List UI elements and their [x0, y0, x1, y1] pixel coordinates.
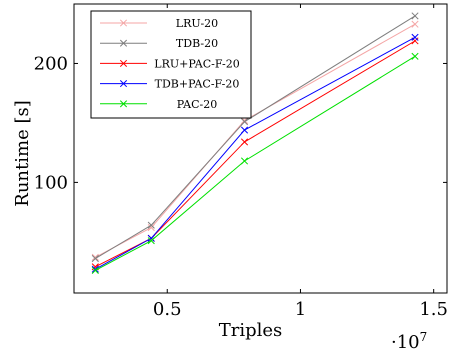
data-point: [240, 138, 249, 146]
data-point: [147, 237, 155, 245]
series-pac-20: [91, 52, 419, 274]
data-point: [147, 234, 155, 242]
data-point: [147, 221, 155, 229]
plot-frame: [73, 3, 448, 294]
legend-label: LRU-20: [176, 17, 218, 30]
y-tick-label: 100: [34, 172, 68, 193]
legend-label: TDB-20: [176, 37, 218, 50]
data-point: [91, 266, 99, 274]
x-tick-label: 0.5: [153, 299, 182, 320]
x-tick-label: 1.5: [419, 299, 448, 320]
series-layer: [91, 12, 419, 274]
data-point: [411, 20, 419, 28]
y-axis-label: Runtime [s]: [12, 100, 33, 206]
legend-marker: [119, 100, 128, 108]
legend-entry: PAC-20: [100, 98, 217, 111]
data-point: [91, 253, 99, 261]
data-point: [91, 254, 99, 263]
legend-marker: [119, 39, 128, 47]
x-axis-multiplier: ·107: [391, 330, 427, 353]
legend: LRU-20 TDB-20 LRU+PAC-F-20 TDB+PAC-F-20 PAC-…: [90, 10, 252, 119]
data-point: [411, 12, 419, 20]
data-point: [91, 265, 99, 273]
data-point: [411, 33, 419, 41]
y-tick-label: 200: [34, 53, 68, 74]
series-line: [95, 36, 416, 270]
legend-label: LRU+PAC-F-20: [154, 57, 239, 70]
legend-marker: [119, 19, 128, 27]
x-axis-multiplier-exponent: 7: [420, 330, 428, 344]
legend-marker: [119, 59, 128, 67]
legend-entry: TDB+PAC-F-20: [100, 78, 239, 91]
legend-entry: LRU+PAC-F-20: [100, 57, 240, 70]
x-axis-label: Triples: [219, 320, 283, 341]
x-tick-label: 1: [295, 299, 306, 320]
legend-entry: LRU-20: [100, 17, 218, 30]
legend-marker: [119, 80, 128, 88]
legend-box: [90, 10, 252, 119]
legend-entry: TDB-20: [100, 37, 218, 50]
series-tdb-20: [91, 12, 419, 263]
data-point: [240, 157, 249, 165]
data-point: [411, 52, 419, 60]
series-line: [95, 15, 416, 259]
data-point: [240, 126, 249, 134]
ticks-layer: 0.5 1 1.5 100 200: [34, 4, 448, 320]
legend-label: PAC-20: [177, 98, 217, 111]
series-line: [95, 55, 416, 271]
data-point: [240, 118, 249, 126]
series-line: [95, 40, 416, 268]
data-point: [147, 224, 155, 232]
x-axis-multiplier-base: ·10: [391, 332, 420, 353]
legend-label: TDB+PAC-F-20: [155, 78, 240, 91]
series-tdb-pac-f-20: [91, 33, 419, 273]
